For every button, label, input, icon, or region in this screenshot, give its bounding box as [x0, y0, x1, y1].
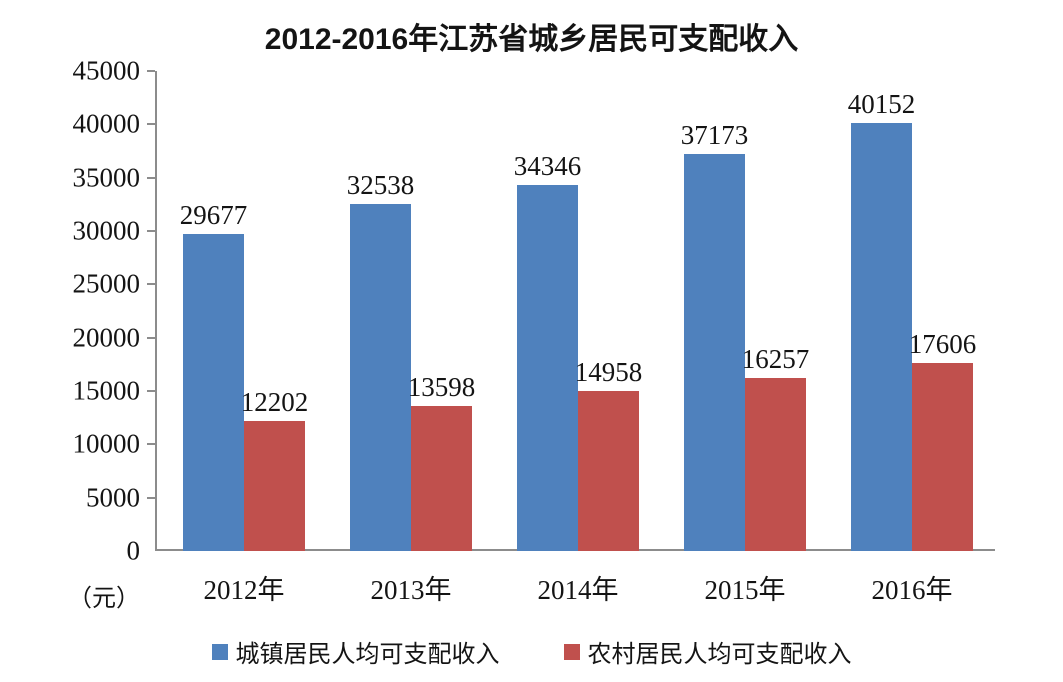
bar-series1-2014年 [517, 185, 578, 551]
chart-title: 2012-2016年江苏省城乡居民可支配收入 [264, 23, 799, 56]
y-tick-mark-5000 [147, 496, 155, 499]
y-tick-label-15000: 15000 [72, 375, 141, 406]
bar-group-2014年: 34346 14958 [513, 71, 642, 551]
y-tick-label-35000: 35000 [72, 162, 141, 193]
y-tick-mark-10000 [147, 443, 155, 446]
y-tick-mark-40000 [147, 123, 155, 126]
legend-item-series2: 农村居民人均可支配收入 [563, 634, 852, 669]
y-tick-label-5000: 5000 [86, 482, 140, 513]
bar-series1-2012年 [183, 234, 244, 551]
y-tick-label-40000: 40000 [72, 108, 141, 139]
x-tick-label-2014年: 2014年 [537, 575, 619, 605]
y-tick-mark-30000 [147, 230, 155, 232]
y-tick-label-25000: 25000 [72, 268, 141, 299]
data-label-series2-2013年: 13598 [407, 372, 476, 402]
y-tick-label-0: 0 [126, 535, 141, 566]
data-label-series2-2015年: 16257 [741, 344, 810, 374]
data-label-series1-2016年: 40152 [847, 89, 916, 119]
legend-swatch-icon [563, 643, 580, 660]
bar-series2-2012年 [244, 421, 305, 551]
legend-item-series1: 城镇居民人均可支配收入 [211, 634, 500, 669]
x-tick-label-2015年: 2015年 [704, 575, 786, 605]
data-label-series2-2012年: 12202 [240, 387, 309, 417]
data-label-series1-2014年: 34346 [513, 151, 582, 181]
y-axis-unit-label: （元） [68, 586, 140, 612]
x-tick-label-2013年: 2013年 [370, 575, 452, 605]
data-label-series1-2015年: 37173 [680, 120, 749, 150]
y-tick-label-20000: 20000 [72, 322, 141, 353]
data-label-series1-2013年: 32538 [346, 170, 415, 200]
bar-series2-2013年 [411, 406, 472, 551]
bar-series2-2014年 [578, 391, 639, 551]
y-tick-mark-35000 [147, 176, 155, 179]
y-tick-label-45000: 45000 [72, 55, 141, 86]
y-tick-label-10000: 10000 [72, 428, 141, 459]
legend-label-series1: 城镇居民人均可支配收入 [235, 642, 500, 668]
x-tick-label-2012年: 2012年 [203, 575, 285, 605]
y-tick-mark-15000 [147, 390, 155, 392]
bar-group-2016年: 40152 17606 [847, 71, 976, 551]
legend-swatch-icon [211, 643, 228, 660]
data-label-series1-2012年: 29677 [179, 200, 248, 230]
y-tick-mark-25000 [147, 283, 155, 286]
bar-series2-2015年 [745, 378, 806, 551]
x-tick-label-2016年: 2016年 [871, 575, 953, 605]
bar-series1-2013年 [350, 204, 411, 551]
bar-group-2015年: 37173 16257 [680, 71, 809, 551]
data-label-series2-2016年: 17606 [908, 329, 977, 359]
legend: 城镇居民人均可支配收入 农村居民人均可支配收入 [0, 634, 1063, 669]
data-label-series2-2014年: 14958 [574, 357, 643, 387]
y-tick-label-30000: 30000 [72, 215, 141, 246]
y-tick-mark-20000 [147, 336, 155, 339]
bar-group-2013年: 32538 13598 [346, 71, 475, 551]
legend-label-series2: 农村居民人均可支配收入 [587, 642, 852, 668]
bar-series1-2016年 [851, 123, 912, 551]
bar-series1-2015年 [684, 154, 745, 551]
y-tick-mark-45000 [147, 70, 155, 72]
bar-group-2012年: 29677 12202 [179, 71, 308, 551]
bar-series2-2016年 [912, 363, 973, 551]
